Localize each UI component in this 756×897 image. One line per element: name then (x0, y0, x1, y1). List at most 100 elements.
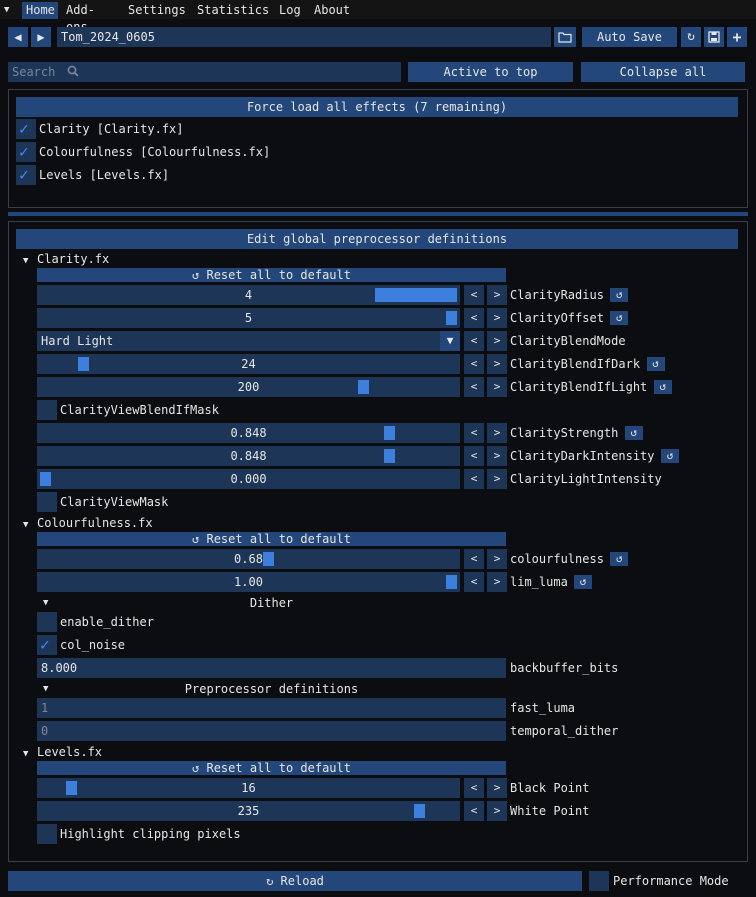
reset-param-icon[interactable]: ↺ (610, 311, 629, 325)
param-slider[interactable]: 5 (37, 308, 460, 328)
levels-tree-node[interactable]: ▼ Levels.fx (23, 743, 102, 761)
edit-preprocessor-button[interactable]: Edit global preprocessor definitions (16, 229, 738, 249)
increment-button[interactable]: > (487, 778, 507, 798)
param-checkbox[interactable] (37, 635, 57, 655)
menu-about[interactable]: About (314, 3, 351, 17)
reset-all-button[interactable]: ↺ Reset all to default (37, 268, 506, 282)
increment-button[interactable]: > (487, 801, 507, 821)
decrement-button[interactable]: < (464, 423, 484, 443)
param-checkbox[interactable] (37, 400, 57, 420)
param-label: ClarityBlendIfLight (510, 380, 648, 394)
param-slider[interactable]: 200 (37, 377, 460, 397)
splitter[interactable] (8, 212, 748, 216)
slider-grab[interactable] (384, 426, 396, 440)
menu-add-ons[interactable]: Add-ons (66, 3, 95, 34)
slider-grab[interactable] (414, 804, 426, 818)
decrement-button[interactable]: < (464, 308, 484, 328)
param-slider[interactable]: 24 (37, 354, 460, 374)
param-checkbox[interactable] (37, 824, 57, 844)
clarity-tree-node[interactable]: ▼ Clarity.fx (23, 250, 109, 268)
slider-grab[interactable] (384, 449, 396, 463)
auto-save-button[interactable]: Auto Save (582, 27, 677, 47)
increment-button[interactable]: > (487, 308, 507, 328)
param-checkbox[interactable] (37, 612, 57, 632)
reload-button[interactable]: ↻ Reload (8, 871, 582, 891)
decrement-button[interactable]: < (464, 469, 484, 489)
preprocessor-input[interactable]: 1 (37, 698, 506, 718)
reload-preset-icon[interactable]: ↻ (681, 27, 701, 47)
menu-statistics[interactable]: Statistics (197, 3, 270, 17)
colourfulness-tree-node[interactable]: ▼ Colourfulness.fx (23, 514, 153, 532)
slider-grab[interactable] (446, 311, 457, 325)
collapse-all-button[interactable]: Collapse all (581, 62, 745, 82)
decrement-button[interactable]: < (464, 285, 484, 305)
reload-label: Reload (280, 874, 324, 888)
decrement-button[interactable]: < (464, 377, 484, 397)
increment-button[interactable]: > (487, 423, 507, 443)
window-menu-triangle-icon[interactable]: ▼ (4, 5, 10, 15)
active-to-top-button[interactable]: Active to top (408, 62, 573, 82)
preprocessor-tree-node[interactable]: ▼ Preprocessor definitions (37, 680, 506, 698)
reset-param-icon[interactable]: ↺ (661, 449, 679, 463)
menu-home[interactable]: Home (22, 2, 58, 19)
backbuffer-bits-input[interactable]: 8.000 (37, 658, 506, 678)
preset-name-input[interactable]: Tom_2024_0605 (57, 27, 551, 47)
decrement-button[interactable]: < (464, 354, 484, 374)
decrement-button[interactable]: < (464, 446, 484, 466)
combo-arrow-icon[interactable]: ▼ (440, 331, 460, 351)
reset-param-icon[interactable]: ↺ (610, 552, 629, 566)
next-preset-button[interactable]: ▶ (31, 27, 51, 47)
reset-param-icon[interactable]: ↺ (574, 575, 592, 589)
effect-checkbox[interactable] (16, 165, 36, 185)
slider-grab[interactable] (65, 781, 77, 795)
blend-mode-combo[interactable]: Hard Light ▼ (37, 331, 460, 351)
decrement-button[interactable]: < (464, 778, 484, 798)
increment-button[interactable]: > (487, 331, 507, 351)
menu-settings[interactable]: Settings (128, 3, 186, 17)
reset-param-icon[interactable]: ↺ (653, 380, 672, 394)
param-slider[interactable]: 1.00 (37, 572, 460, 592)
param-slider[interactable]: 235 (37, 801, 460, 821)
slider-grab[interactable] (40, 472, 51, 486)
add-preset-icon[interactable]: + (727, 27, 747, 47)
slider-grab[interactable] (263, 552, 275, 566)
decrement-button[interactable]: < (464, 331, 484, 351)
increment-button[interactable]: > (487, 549, 507, 569)
performance-mode-checkbox[interactable] (589, 871, 609, 891)
folder-icon[interactable] (554, 27, 576, 47)
increment-button[interactable]: > (487, 377, 507, 397)
slider-grab[interactable] (78, 357, 90, 371)
search-input[interactable]: Search (8, 62, 401, 82)
reset-param-icon[interactable]: ↺ (624, 426, 643, 440)
slider-grab[interactable] (446, 575, 457, 589)
increment-button[interactable]: > (487, 572, 507, 592)
effect-checkbox[interactable] (16, 142, 36, 162)
increment-button[interactable]: > (487, 354, 507, 374)
save-icon[interactable] (704, 27, 724, 47)
effect-checkbox[interactable] (16, 119, 36, 139)
decrement-button[interactable]: < (464, 549, 484, 569)
menu-log[interactable]: Log (279, 3, 301, 17)
decrement-button[interactable]: < (464, 572, 484, 592)
param-slider[interactable]: 0.68 (37, 549, 460, 569)
param-slider[interactable]: 16 (37, 778, 460, 798)
slider-grab[interactable] (375, 288, 457, 302)
param-slider[interactable]: 0.848 (37, 446, 460, 466)
reset-param-icon[interactable]: ↺ (646, 357, 665, 371)
increment-button[interactable]: > (487, 285, 507, 305)
prev-preset-button[interactable]: ◀ (8, 27, 28, 47)
increment-button[interactable]: > (487, 469, 507, 489)
force-load-button[interactable]: Force load all effects (7 remaining) (16, 97, 738, 117)
dither-tree-node[interactable]: ▼ Dither (37, 594, 506, 612)
param-slider[interactable]: 0.000 (37, 469, 460, 489)
decrement-button[interactable]: < (464, 801, 484, 821)
reset-param-icon[interactable]: ↺ (610, 288, 629, 302)
reset-all-button[interactable]: ↺ Reset all to default (37, 761, 506, 775)
reset-all-button[interactable]: ↺ Reset all to default (37, 532, 506, 546)
slider-grab[interactable] (358, 380, 370, 394)
preprocessor-input[interactable]: 0 (37, 721, 506, 741)
param-slider[interactable]: 4 (37, 285, 460, 305)
increment-button[interactable]: > (487, 446, 507, 466)
param-slider[interactable]: 0.848 (37, 423, 460, 443)
param-checkbox[interactable] (37, 492, 57, 512)
